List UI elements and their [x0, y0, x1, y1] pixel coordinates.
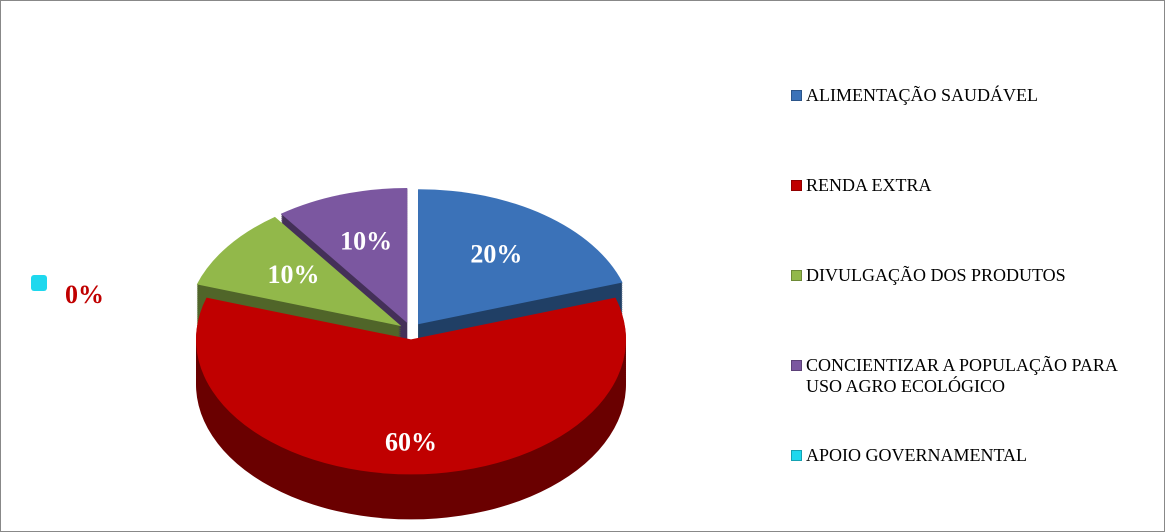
legend-label: ALIMENTAÇÃO SAUDÁVEL — [806, 85, 1039, 105]
legend-entry: DIVULGAÇÃO DOS PRODUTOS — [791, 265, 1131, 355]
legend: ALIMENTAÇÃO SAUDÁVEL RENDA EXTRA DIVULGAÇÃ… — [791, 85, 1131, 531]
legend-swatch — [791, 270, 802, 281]
data-label: 10% — [340, 226, 392, 255]
legend-swatch — [791, 180, 802, 191]
legend-swatch — [791, 360, 802, 371]
data-label: 10% — [267, 260, 319, 289]
legend-label: CONCIENTIZAR A POPULAÇÃO PARA USO AGRO E… — [806, 355, 1117, 396]
slice — [418, 189, 623, 325]
data-label: 60% — [385, 428, 437, 457]
data-label: 0% — [65, 280, 104, 309]
legend-entry: RENDA EXTRA — [791, 175, 1131, 265]
slice — [196, 216, 402, 327]
legend-entry: APOIO GOVERNAMENTAL — [791, 445, 1131, 531]
legend-swatch — [791, 90, 802, 101]
legend-label: RENDA EXTRA — [806, 175, 932, 195]
data-label: 20% — [470, 239, 522, 268]
legend-entry: CONCIENTIZAR A POPULAÇÃO PARA USO AGRO E… — [791, 355, 1131, 445]
slice — [280, 188, 408, 324]
legend-entry: ALIMENTAÇÃO SAUDÁVEL — [791, 85, 1131, 175]
legend-label: DIVULGAÇÃO DOS PRODUTOS — [806, 265, 1066, 285]
slice — [195, 297, 626, 475]
zero-marker — [31, 275, 47, 291]
legend-swatch — [791, 450, 802, 461]
legend-label: APOIO GOVERNAMENTAL — [806, 445, 1028, 465]
